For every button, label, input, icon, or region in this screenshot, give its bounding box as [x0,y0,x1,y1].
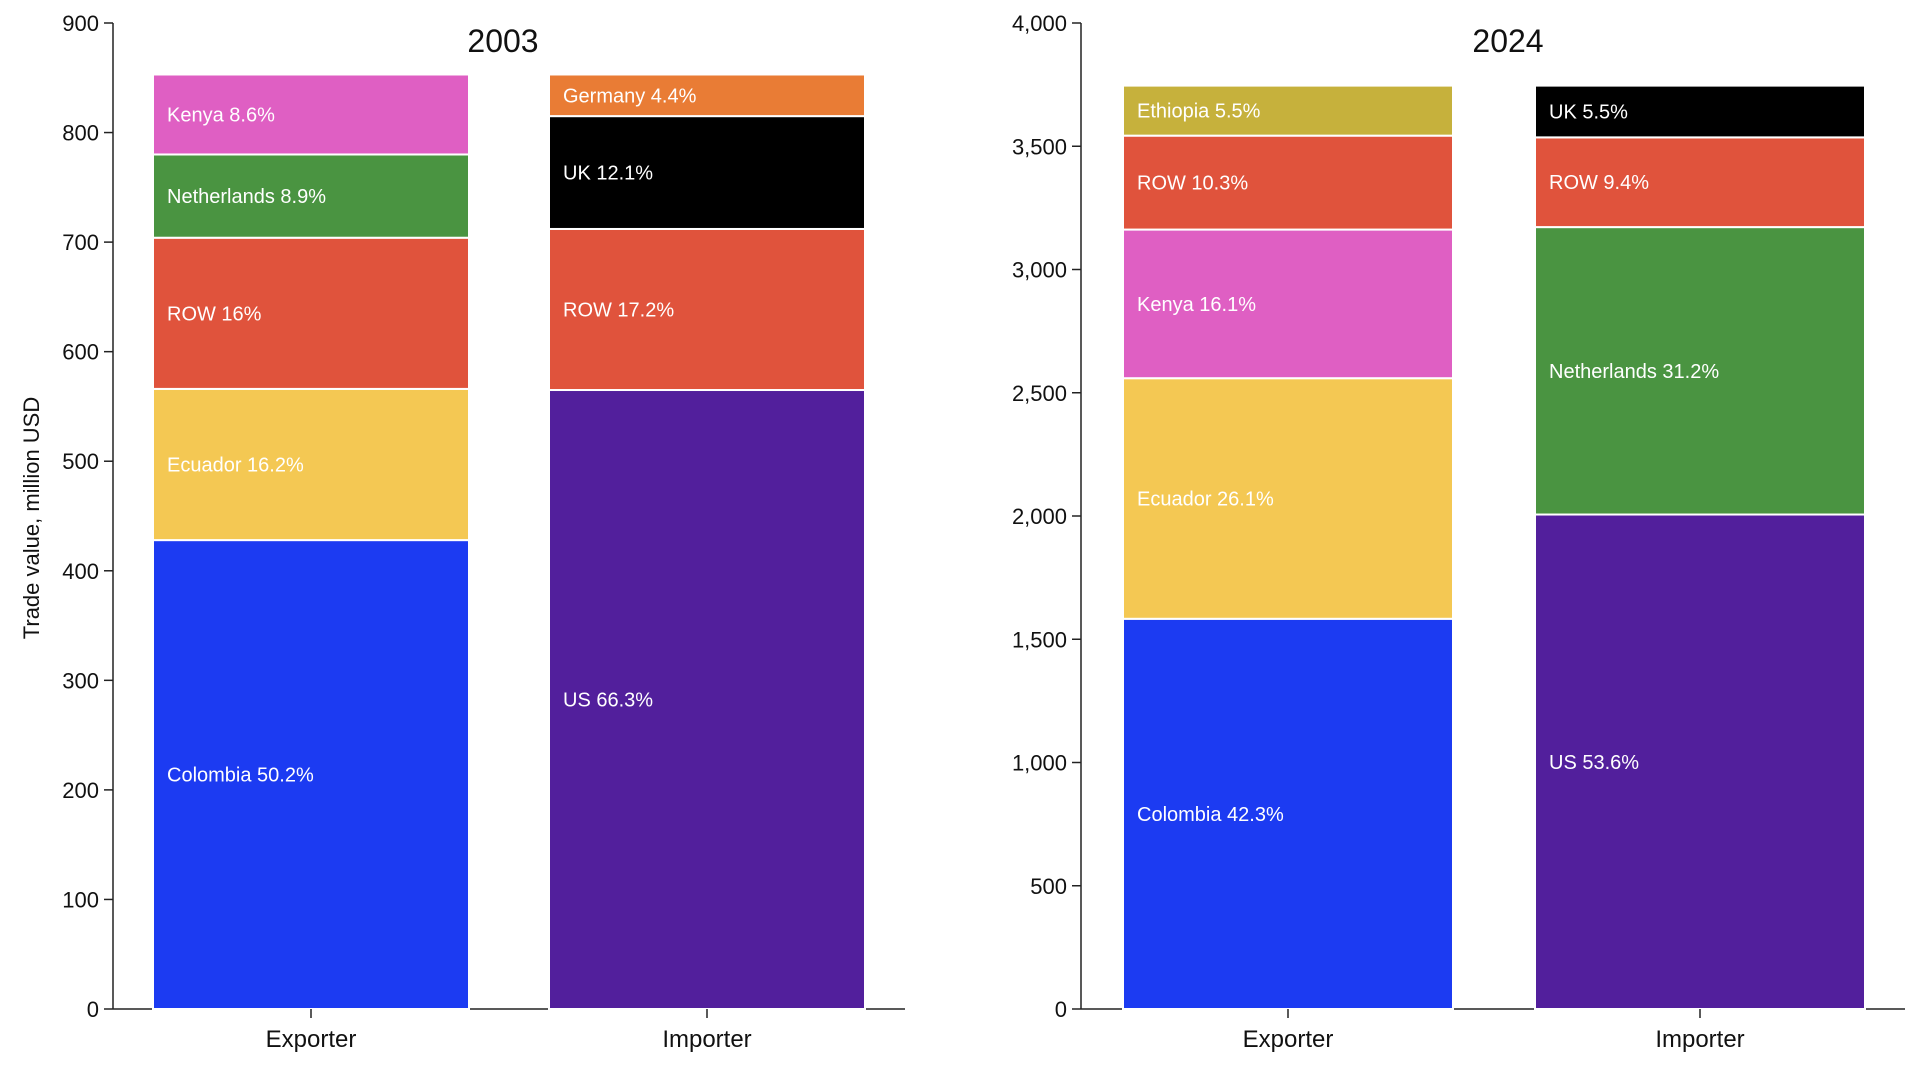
segment-label: ROW 17.2% [563,299,674,321]
segment-label: Kenya 8.6% [167,104,275,126]
panel-title: 2003 [467,23,538,59]
segment-label: Ethiopia 5.5% [1137,101,1261,123]
segment-label: UK 5.5% [1549,101,1628,123]
y-tick-label: 300 [62,668,99,693]
bar-segment [1534,136,1866,229]
segment-label: Netherlands 31.2% [1549,361,1719,383]
y-tick-label: 4,000 [1012,11,1067,36]
bar-segment [548,73,866,118]
segment-label: ROW 9.4% [1549,172,1649,194]
y-tick-label: 500 [62,449,99,474]
segment-label: Germany 4.4% [563,85,697,107]
y-tick-label: 2,000 [1012,504,1067,529]
bar-segment [1122,134,1454,231]
bar-segment [1122,377,1454,620]
y-tick-label: 1,000 [1012,751,1067,776]
y-tick-label: 2,500 [1012,381,1067,406]
y-tick-label: 500 [1030,874,1067,899]
segment-label: Kenya 16.1% [1137,294,1256,316]
y-tick-label: 0 [87,997,99,1022]
y-axis-title: Trade value, million USD [19,397,44,640]
bar-segment [152,539,470,1010]
y-tick-label: 0 [1055,997,1067,1022]
bar-segment [548,227,866,392]
y-tick-label: 1,500 [1012,627,1067,652]
y-tick-label: 900 [62,11,99,36]
bar-segment [1534,84,1866,139]
x-category-label: Exporter [266,1026,357,1053]
segment-label: UK 12.1% [563,163,653,185]
bar-segment [152,73,470,156]
y-tick-label: 400 [62,559,99,584]
y-tick-label: 3,500 [1012,134,1067,159]
segment-label: Ecuador 26.1% [1137,488,1274,510]
panel-title: 2024 [1472,23,1543,59]
y-tick-label: 700 [62,230,99,255]
bar-segment [1122,617,1454,1011]
panel-2003: 2003 Trade value, million USD 0 100 200 300… [19,11,905,1053]
y-tick-label: 600 [62,340,99,365]
y-tick-label: 200 [62,778,99,803]
panel-2024: 2024 0 500 1,000 1,500 2,000 2,500 3,000 3,500 4… [1012,11,1905,1053]
segment-label: US 66.3% [563,690,653,712]
x-category-label: Importer [1655,1026,1744,1053]
x-category-label: Exporter [1243,1026,1334,1053]
segment-label: Netherlands 8.9% [167,186,326,208]
segment-label: ROW 16% [167,303,262,325]
bar-segment [1122,84,1454,137]
segment-label: US 53.6% [1549,752,1639,774]
y-tick-label: 100 [62,887,99,912]
segment-label: Ecuador 16.2% [167,455,304,477]
segment-label: Colombia 50.2% [167,765,314,787]
segment-label: ROW 10.3% [1137,173,1248,195]
segment-label: Colombia 42.3% [1137,804,1284,826]
bar-segment [548,115,866,230]
x-category-label: Importer [662,1026,751,1053]
y-tick-label: 800 [62,121,99,146]
bar-segment [1534,513,1866,1010]
bar-segment [1122,228,1454,380]
y-tick-label: 3,000 [1012,258,1067,283]
bar-segment [152,387,470,542]
